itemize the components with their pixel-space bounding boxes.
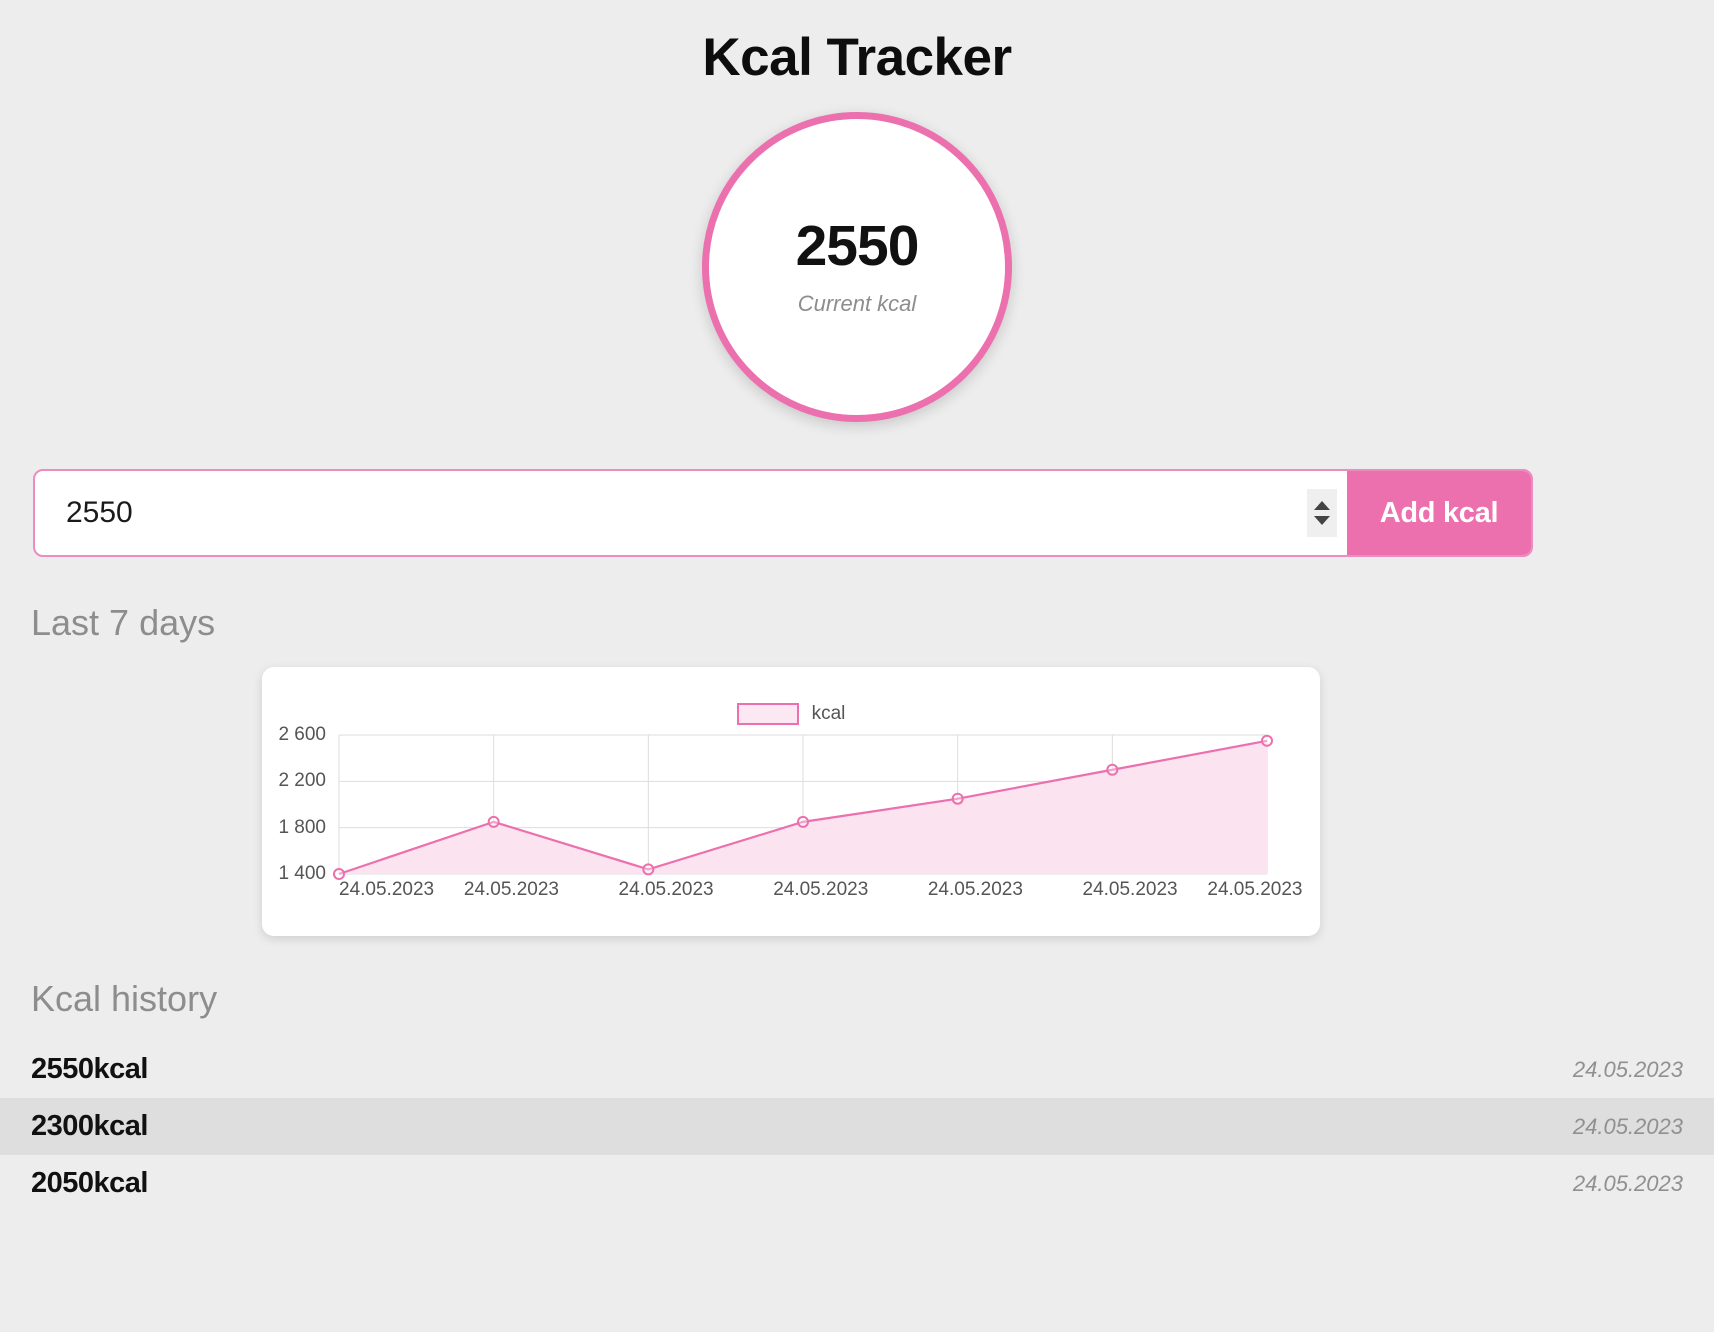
history-row[interactable]: 2550kcal 24.05.2023 — [0, 1041, 1714, 1098]
legend-swatch-kcal — [736, 703, 799, 725]
chart-data-point[interactable] — [951, 792, 964, 805]
chart-legend: kcal — [262, 703, 1320, 725]
chevron-up-icon[interactable] — [1314, 501, 1330, 510]
chart-data-point[interactable] — [1261, 734, 1273, 747]
page-title: Kcal Tracker — [702, 28, 1012, 87]
chart-data-point[interactable] — [642, 863, 655, 876]
kcal-history-heading: Kcal history — [31, 978, 218, 1019]
chart-x-axis-labels: 24.05.2023 24.05.2023 24.05.2023 24.05.2023… — [339, 879, 1302, 901]
chart-y-axis-labels: 1 400 1 800 2 200 2 600 — [262, 724, 334, 884]
current-kcal-caption: Current kcal — [797, 290, 917, 316]
add-kcal-form: Add kcal — [33, 469, 1533, 557]
chart-x-tick-label: 24.05.2023 — [927, 879, 1023, 900]
chart-x-tick-label: 24.05.2023 — [1082, 879, 1178, 900]
history-amount: 2050kcal — [31, 1167, 148, 1199]
last-7-days-heading: Last 7 days — [31, 602, 216, 643]
chart-data-point[interactable] — [797, 815, 809, 828]
current-kcal-circle: 2550 Current kcal — [702, 112, 1012, 422]
legend-label-kcal: kcal — [811, 703, 846, 724]
chart-data-point[interactable] — [1106, 763, 1119, 776]
chevron-down-icon[interactable] — [1314, 516, 1330, 525]
kcal-number-stepper[interactable] — [1307, 489, 1337, 537]
chart-x-tick-label: 24.05.2023 — [463, 879, 559, 900]
chart-y-tick-label: 2 200 — [278, 770, 326, 792]
history-date: 24.05.2023 — [1572, 1170, 1683, 1196]
history-amount: 2300kcal — [31, 1110, 148, 1142]
history-date: 24.05.2023 — [1572, 1056, 1683, 1082]
current-kcal-section: 2550 Current kcal — [0, 112, 1714, 422]
current-kcal-value: 2550 — [795, 213, 920, 278]
chart-y-tick-label: 2 600 — [278, 724, 326, 745]
kcal-chart-card: kcal 1 400 1 800 2 200 2 600 24.05.2023 24.0… — [262, 667, 1320, 936]
chart-data-point[interactable] — [487, 815, 500, 828]
chart-x-tick-label: 24.05.2023 — [773, 879, 869, 900]
kcal-history-list: 2550kcal 24.05.2023 2300kcal 24.05.2023 2050… — [0, 1041, 1714, 1212]
chart-x-tick-label: 24.05.2023 — [339, 879, 435, 900]
history-amount: 2550kcal — [31, 1053, 148, 1085]
history-date: 24.05.2023 — [1572, 1113, 1683, 1139]
add-kcal-button[interactable]: Add kcal — [1347, 471, 1531, 555]
chart-x-tick-label: 24.05.2023 — [618, 879, 714, 900]
kcal-input[interactable] — [35, 471, 1307, 555]
chart-y-tick-label: 1 400 — [278, 863, 326, 884]
chart-x-tick-label: 24.05.2023 — [1207, 879, 1303, 900]
chart-data-point[interactable] — [333, 868, 345, 880]
history-row[interactable]: 2050kcal 24.05.2023 — [0, 1155, 1714, 1212]
history-row[interactable]: 2300kcal 24.05.2023 — [0, 1098, 1714, 1155]
chart-plot-area — [333, 734, 1273, 880]
chart-y-tick-label: 1 800 — [278, 816, 326, 838]
